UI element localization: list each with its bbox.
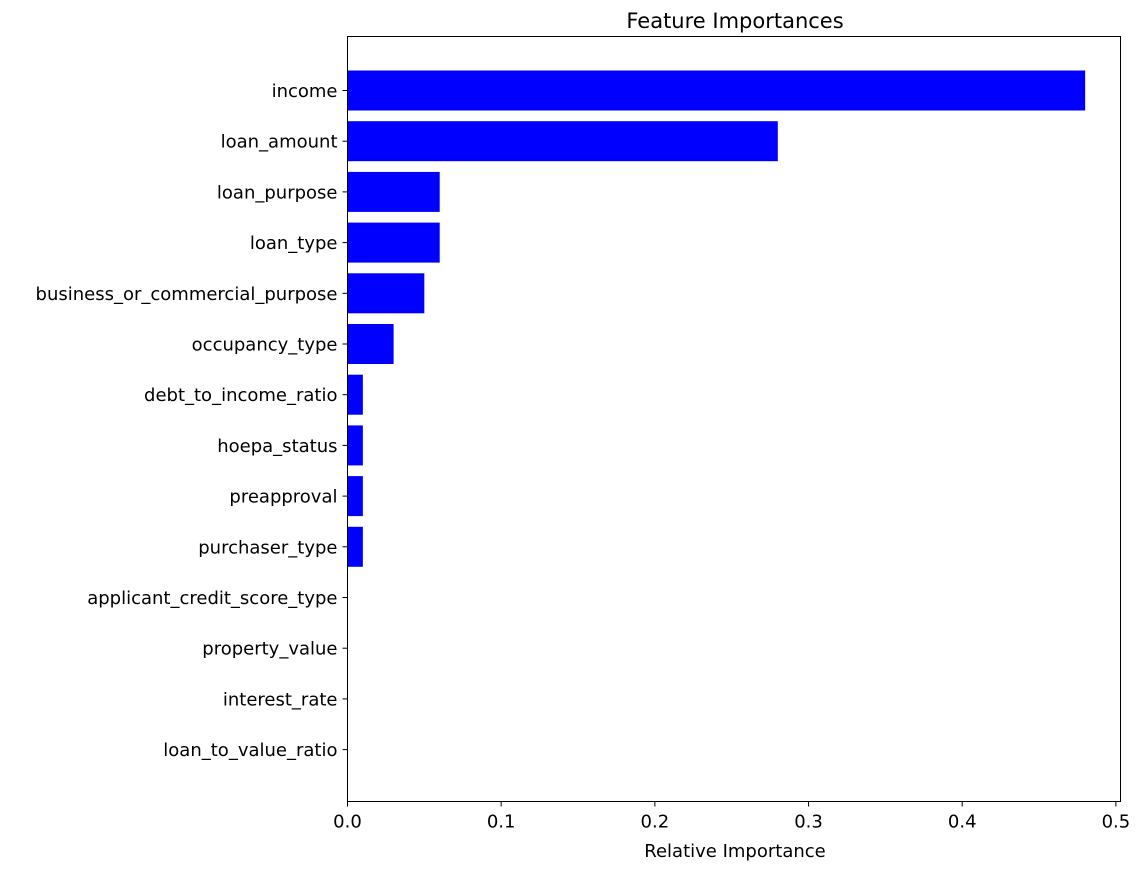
y-tick-label: loan_amount [221,132,338,153]
y-tick-label: interest_rate [223,689,338,710]
bar-loan-type [347,222,440,263]
x-tick-label: 0.0 [333,812,362,833]
y-tick-label: loan_to_value_ratio [163,740,337,761]
y-tick-label: preapproval [229,487,337,508]
x-axis-ticks: 0.0 0.1 0.2 0.3 0.4 0.5 [333,801,1131,833]
bar-debt-to-income-ratio [347,374,363,415]
bar-loan-amount [347,121,778,162]
bar-purchaser-type [347,526,363,567]
bar-hoepa-status [347,425,363,466]
y-tick-label: purchaser_type [198,537,337,558]
bar-loan-purpose [347,171,440,212]
chart-title: Feature Importances [626,9,843,33]
x-tick-label: 0.5 [1102,812,1131,833]
x-axis-label: Relative Importance [644,841,825,862]
y-tick-label: hoepa_status [217,436,337,457]
bar-business-or-commercial-purpose [347,273,425,314]
bars-group [347,70,1086,567]
x-tick-label: 0.2 [641,812,670,833]
y-tick-label: business_or_commercial_purpose [36,284,338,305]
bar-occupancy-type [347,324,394,364]
y-tick-label: occupancy_type [192,334,338,355]
y-axis-ticks: income loan_amount loan_purpose loan_typebu… [36,81,348,761]
plot-frame [347,36,1121,802]
y-tick-label: applicant_credit_score_type [87,588,337,609]
y-tick-label: loan_purpose [217,182,338,203]
y-tick-label: income [272,81,338,102]
x-tick-label: 0.3 [794,812,823,833]
x-tick-label: 0.1 [487,812,516,833]
x-tick-label: 0.4 [948,812,977,833]
y-tick-label: property_value [202,639,337,660]
bar-preapproval [347,476,363,517]
y-tick-label: debt_to_income_ratio [144,385,337,406]
y-tick-label: loan_type [250,233,338,254]
bar-income [347,70,1086,111]
